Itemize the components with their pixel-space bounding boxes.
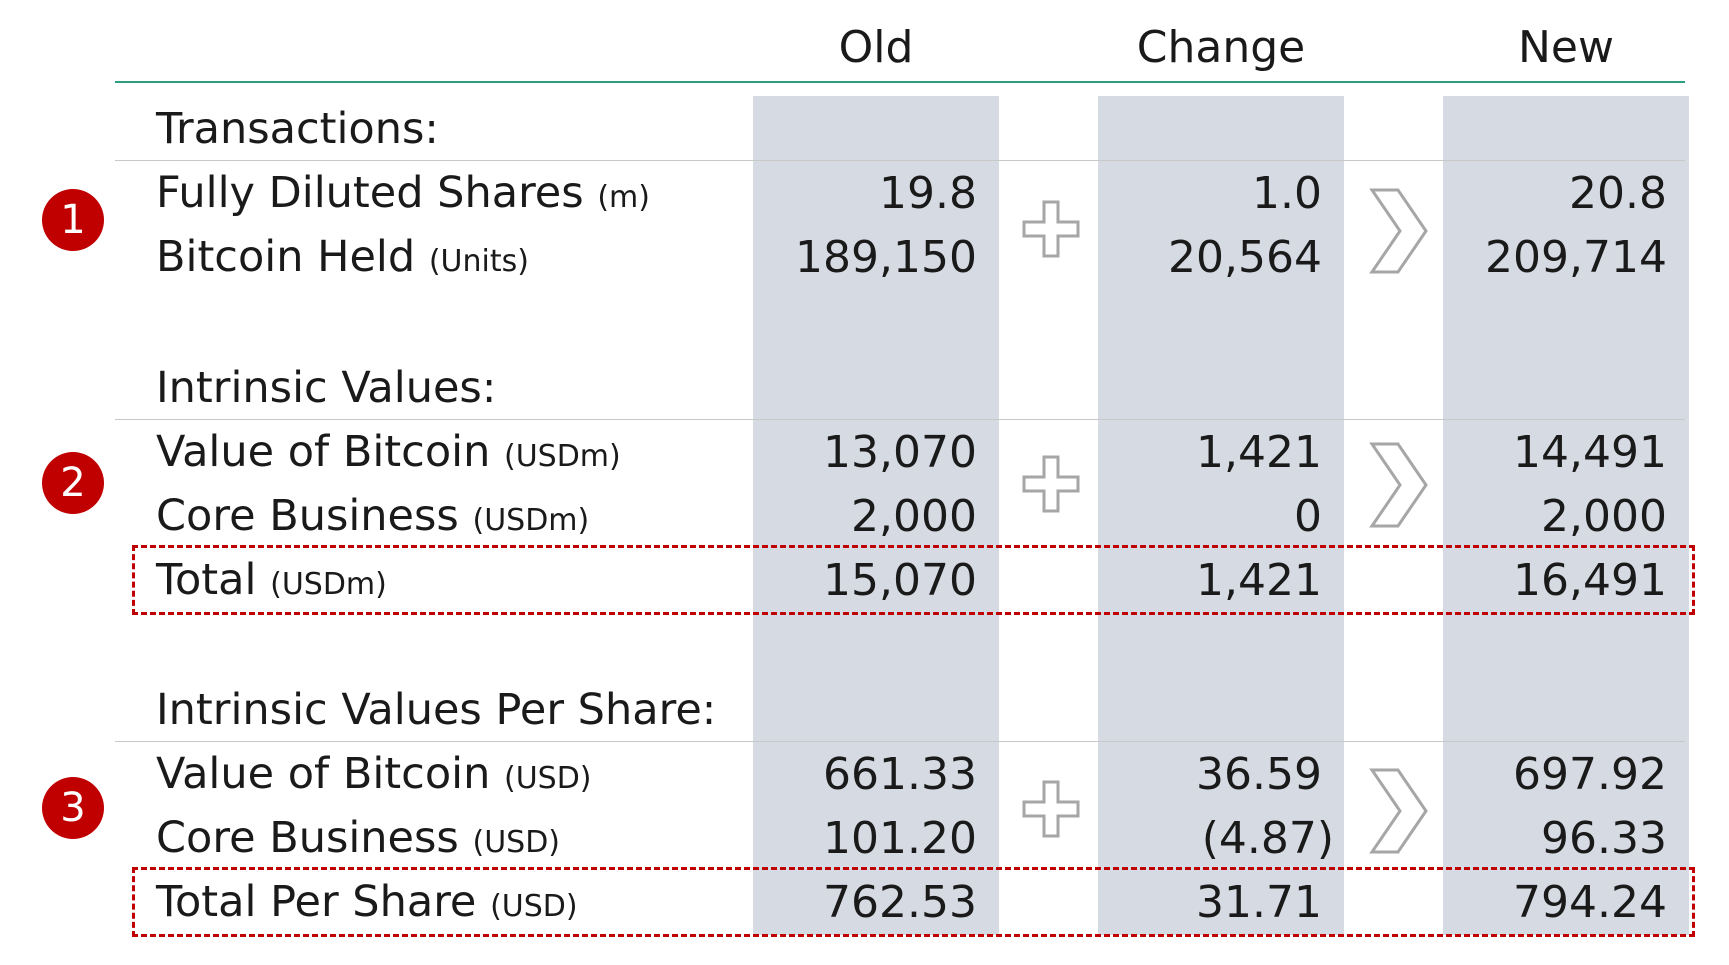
new-column-shade bbox=[1443, 96, 1689, 935]
plus-icon bbox=[1022, 455, 1080, 513]
chevron-right-icon bbox=[1369, 442, 1428, 528]
section-divider bbox=[115, 741, 1685, 742]
cell-old: 661.33 bbox=[823, 749, 977, 800]
total-per-share-new: 794.24 bbox=[1513, 877, 1667, 928]
section-badge-1: 1 bbox=[42, 189, 104, 251]
section-divider bbox=[115, 160, 1685, 161]
chevron-right-icon bbox=[1369, 768, 1428, 854]
section-badge-2: 2 bbox=[42, 452, 104, 514]
total-highlight-box bbox=[132, 545, 1695, 615]
total-label: Total (USDm) bbox=[156, 555, 387, 605]
cell-new: 96.33 bbox=[1541, 813, 1667, 864]
row-label: Value of Bitcoin (USDm) bbox=[156, 427, 621, 477]
total-per-share-change: 31.71 bbox=[1196, 877, 1322, 928]
cell-change: 1.0 bbox=[1252, 168, 1322, 219]
chevron-right-icon bbox=[1369, 188, 1428, 274]
total-new: 16,491 bbox=[1513, 555, 1667, 606]
row-label: Core Business (USDm) bbox=[156, 491, 590, 541]
cell-change: 20,564 bbox=[1168, 232, 1322, 283]
section-badge-3: 3 bbox=[42, 777, 104, 839]
cell-old: 13,070 bbox=[823, 427, 977, 478]
cell-change: 0 bbox=[1294, 491, 1322, 542]
row-label: Core Business (USD) bbox=[156, 813, 560, 863]
plus-icon bbox=[1022, 780, 1080, 838]
cell-new: 20.8 bbox=[1569, 168, 1667, 219]
cell-change: 36.59 bbox=[1196, 749, 1322, 800]
old-column-shade bbox=[753, 96, 999, 935]
cell-old: 2,000 bbox=[851, 491, 977, 542]
column-header-old: Old bbox=[838, 22, 914, 73]
column-header-change: Change bbox=[1136, 22, 1306, 73]
section-title-intrinsic-values: Intrinsic Values: bbox=[156, 363, 497, 413]
change-column-shade bbox=[1098, 96, 1344, 935]
cell-change: 1,421 bbox=[1196, 427, 1322, 478]
cell-new: 14,491 bbox=[1513, 427, 1667, 478]
total-change: 1,421 bbox=[1196, 555, 1322, 606]
cell-old: 101.20 bbox=[823, 813, 977, 864]
total-per-share-old: 762.53 bbox=[823, 877, 977, 928]
section-title-transactions: Transactions: bbox=[156, 104, 439, 154]
row-label: Value of Bitcoin (USD) bbox=[156, 749, 592, 799]
cell-new: 2,000 bbox=[1541, 491, 1667, 542]
total-per-share-highlight-box bbox=[132, 867, 1695, 937]
cell-new: 209,714 bbox=[1485, 232, 1667, 283]
total-per-share-label: Total Per Share (USD) bbox=[156, 877, 578, 927]
cell-old: 189,150 bbox=[795, 232, 977, 283]
cell-change: (4.87) bbox=[1201, 813, 1334, 864]
row-label: Bitcoin Held (Units) bbox=[156, 232, 529, 282]
header-divider bbox=[115, 81, 1685, 83]
column-header-new: New bbox=[1518, 22, 1614, 73]
cell-new: 697.92 bbox=[1513, 749, 1667, 800]
section-divider bbox=[115, 419, 1685, 420]
cell-old: 19.8 bbox=[879, 168, 977, 219]
plus-icon bbox=[1022, 200, 1080, 258]
row-label: Fully Diluted Shares (m) bbox=[156, 168, 650, 218]
total-old: 15,070 bbox=[823, 555, 977, 606]
section-title-intrinsic-values-per-share: Intrinsic Values Per Share: bbox=[156, 685, 717, 735]
